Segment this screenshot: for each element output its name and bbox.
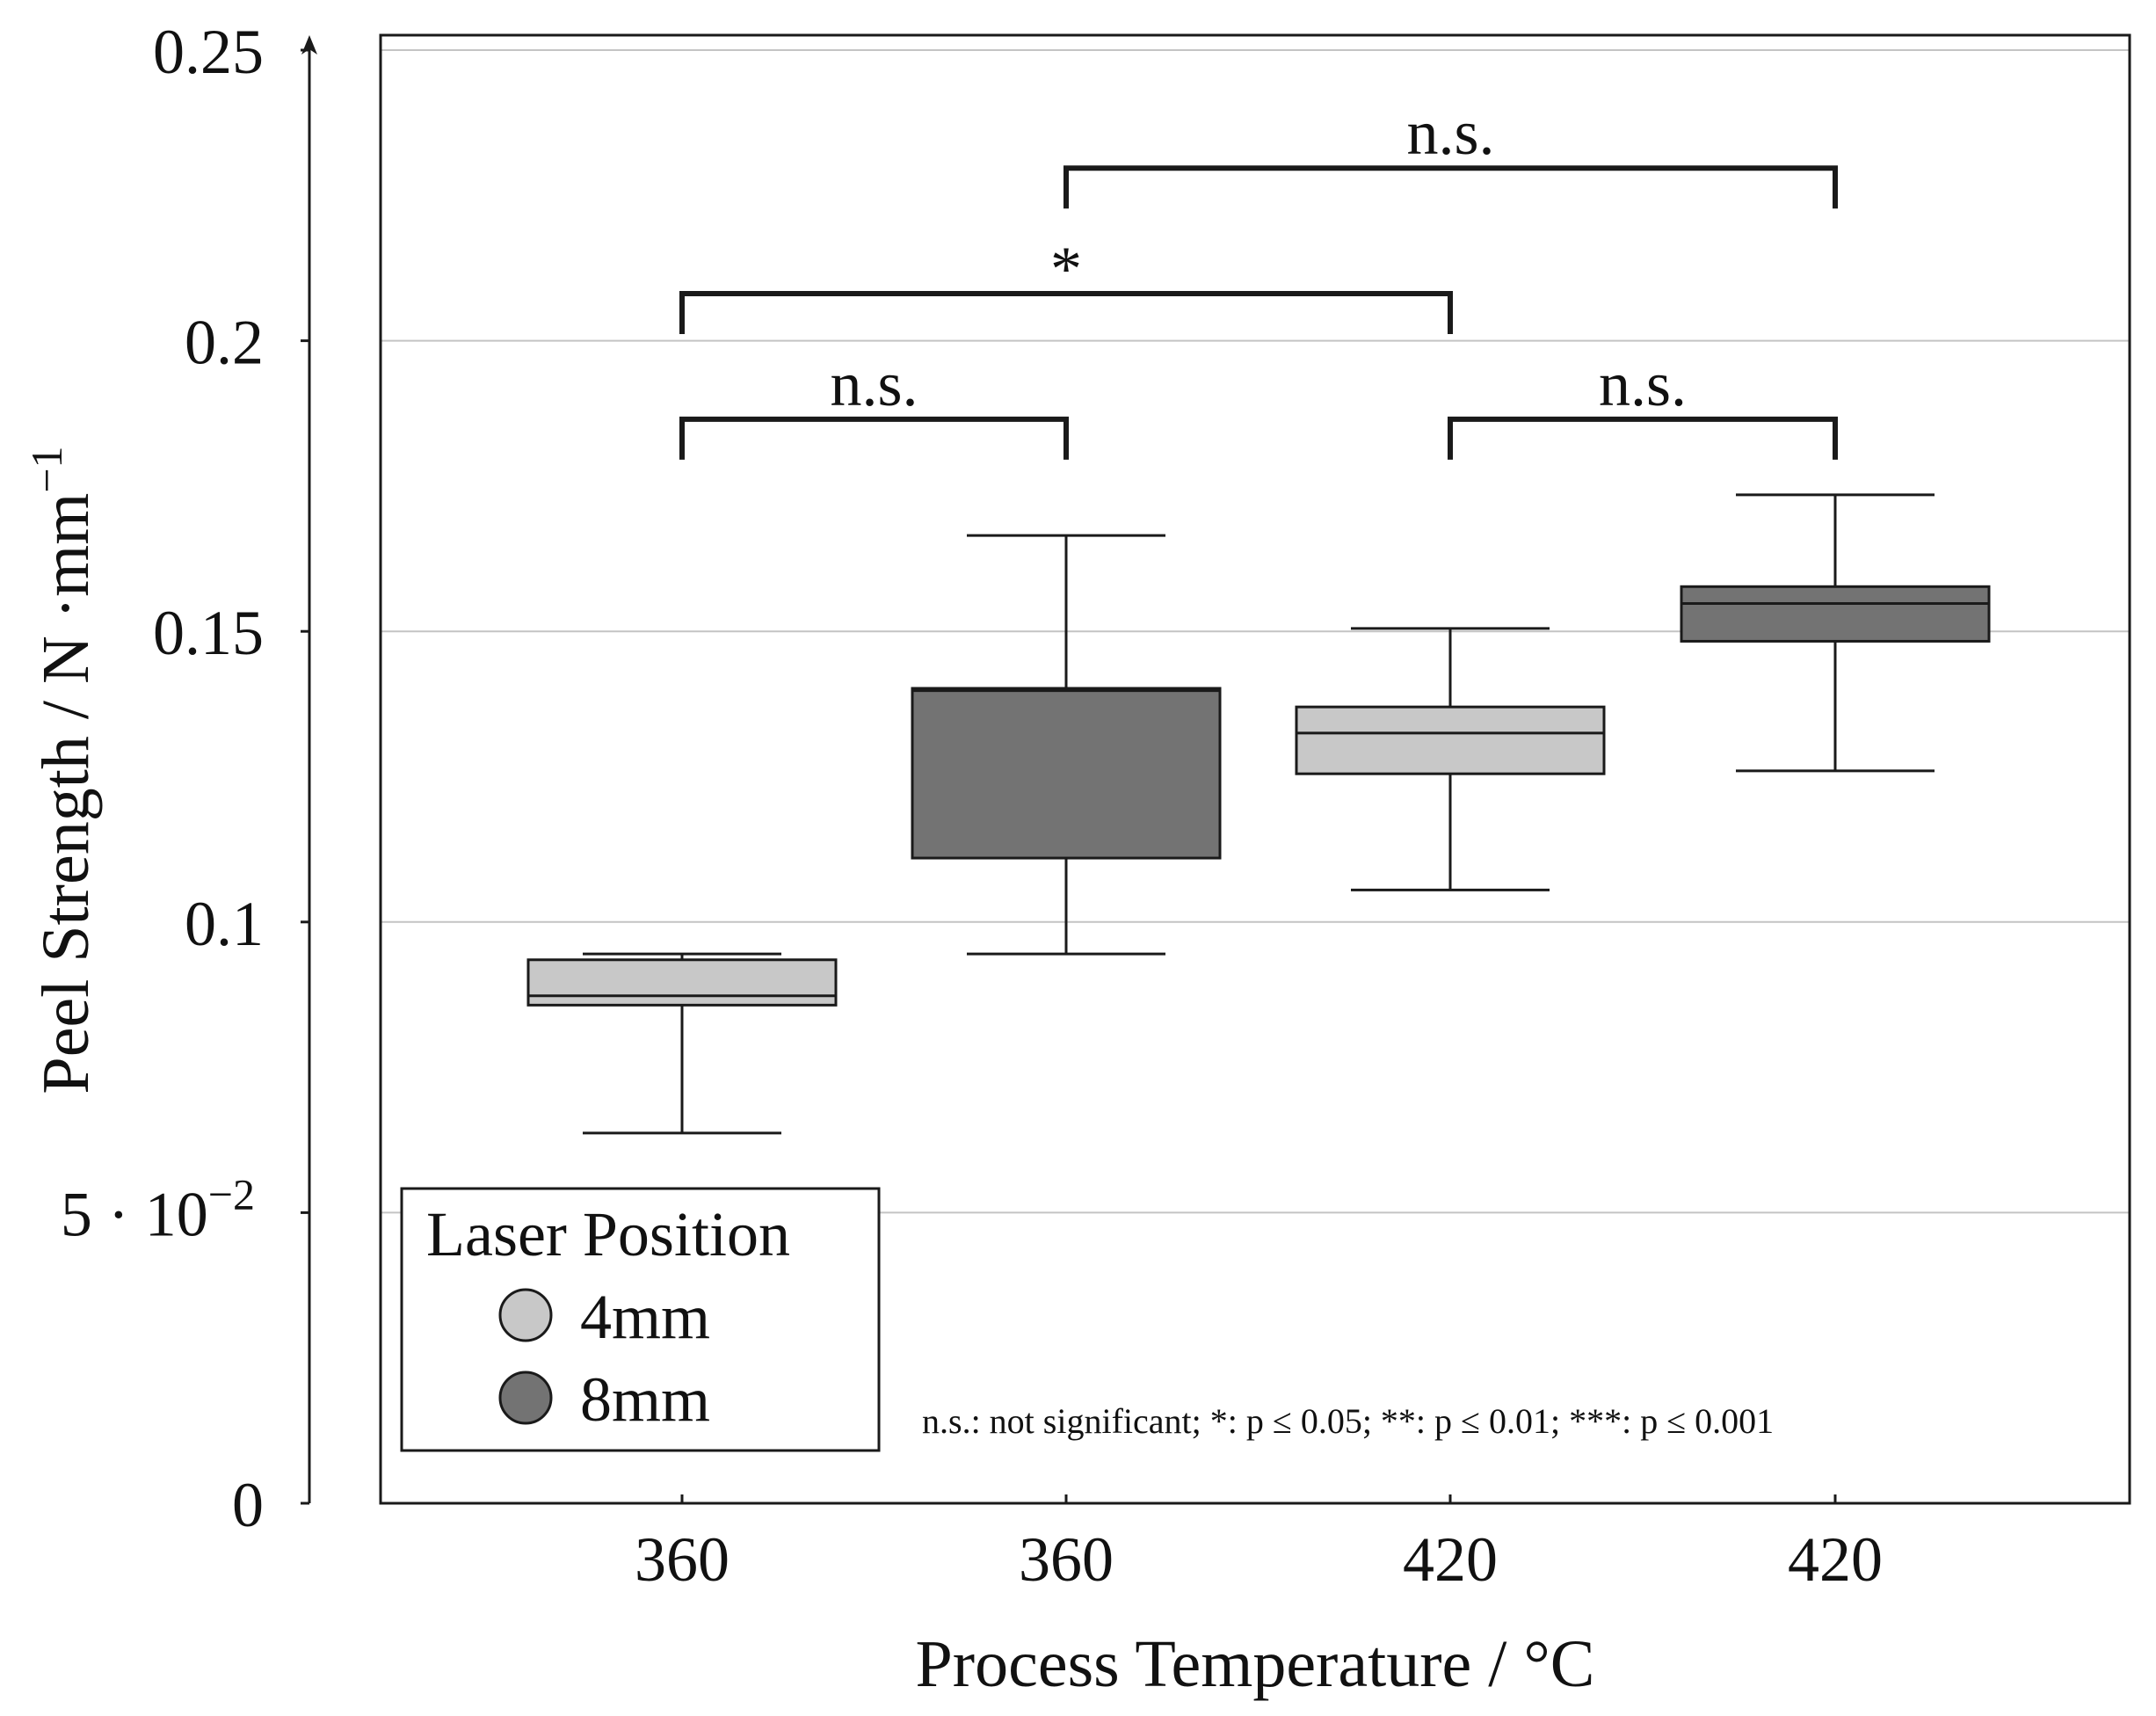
- significance-label: n.s.: [830, 349, 918, 419]
- boxes: [526, 493, 1991, 1135]
- legend: Laser Position 4mm 8mm: [400, 1187, 881, 1452]
- significance-bracket: *: [679, 234, 1453, 335]
- y-axis-title-superscript: −1: [22, 446, 71, 492]
- bracket-line: [1448, 416, 1838, 460]
- box-iqr: [1295, 705, 1606, 775]
- y-tick-label: 0.2: [185, 308, 264, 378]
- significance-bracket: n.s.: [679, 349, 1069, 460]
- significance-label: n.s.: [1406, 98, 1494, 168]
- x-tick-label: 420: [1788, 1524, 1883, 1595]
- legend-swatch-4mm: [498, 1288, 553, 1342]
- y-tick-label: 5 · 10−2: [61, 1169, 255, 1249]
- box-iqr: [526, 958, 838, 1007]
- significance-brackets: n.s. n.s. * n.s.: [679, 98, 1838, 460]
- legend-label-8mm: 8mm: [580, 1364, 710, 1435]
- box-iqr: [1680, 585, 1991, 643]
- x-ticks: 360 360 420 420: [635, 1494, 1883, 1595]
- x-tick-label: 360: [635, 1524, 730, 1595]
- significance-bracket: n.s.: [1063, 98, 1838, 209]
- bracket-line: [679, 416, 1069, 460]
- significance-bracket: n.s.: [1448, 349, 1838, 460]
- significance-footnote: n.s.: not significant; *: p ≤ 0.05; **: …: [922, 1401, 1774, 1441]
- plot-frame: [379, 33, 2131, 1505]
- y-tick-label: 0: [232, 1470, 264, 1540]
- x-tick-label: 360: [1019, 1524, 1114, 1595]
- y-tick-label: 0.15: [153, 598, 264, 668]
- box-360-8mm: [911, 534, 1222, 956]
- y-axis-title-main: Peel Strength / N ·mm: [29, 493, 103, 1094]
- x-tick-label: 420: [1403, 1524, 1498, 1595]
- box-420-4mm: [1295, 627, 1606, 891]
- x-axis-title: Process Temperature / °C: [916, 1627, 1595, 1701]
- legend-title: Laser Position: [426, 1199, 790, 1269]
- significance-label: *: [1050, 234, 1082, 304]
- bracket-line: [1063, 165, 1838, 209]
- grid-lines: [381, 49, 2130, 1214]
- y-tick-label: 0.25: [153, 17, 264, 87]
- legend-label-4mm: 4mm: [580, 1282, 710, 1352]
- legend-swatch-8mm: [498, 1371, 553, 1425]
- legend-box: [400, 1187, 881, 1452]
- box-360-4mm: [526, 952, 838, 1135]
- significance-label: n.s.: [1599, 349, 1687, 419]
- y-tick-label: 0.1: [185, 889, 264, 959]
- bracket-line: [679, 291, 1453, 335]
- box-iqr: [911, 687, 1222, 860]
- y-axis-title: Peel Strength / N ·mm−1: [22, 446, 103, 1094]
- box-420-8mm: [1680, 493, 1991, 773]
- y-ticks: 0 5 · 10−2 0.1 0.15 0.2 0.25: [61, 17, 309, 1540]
